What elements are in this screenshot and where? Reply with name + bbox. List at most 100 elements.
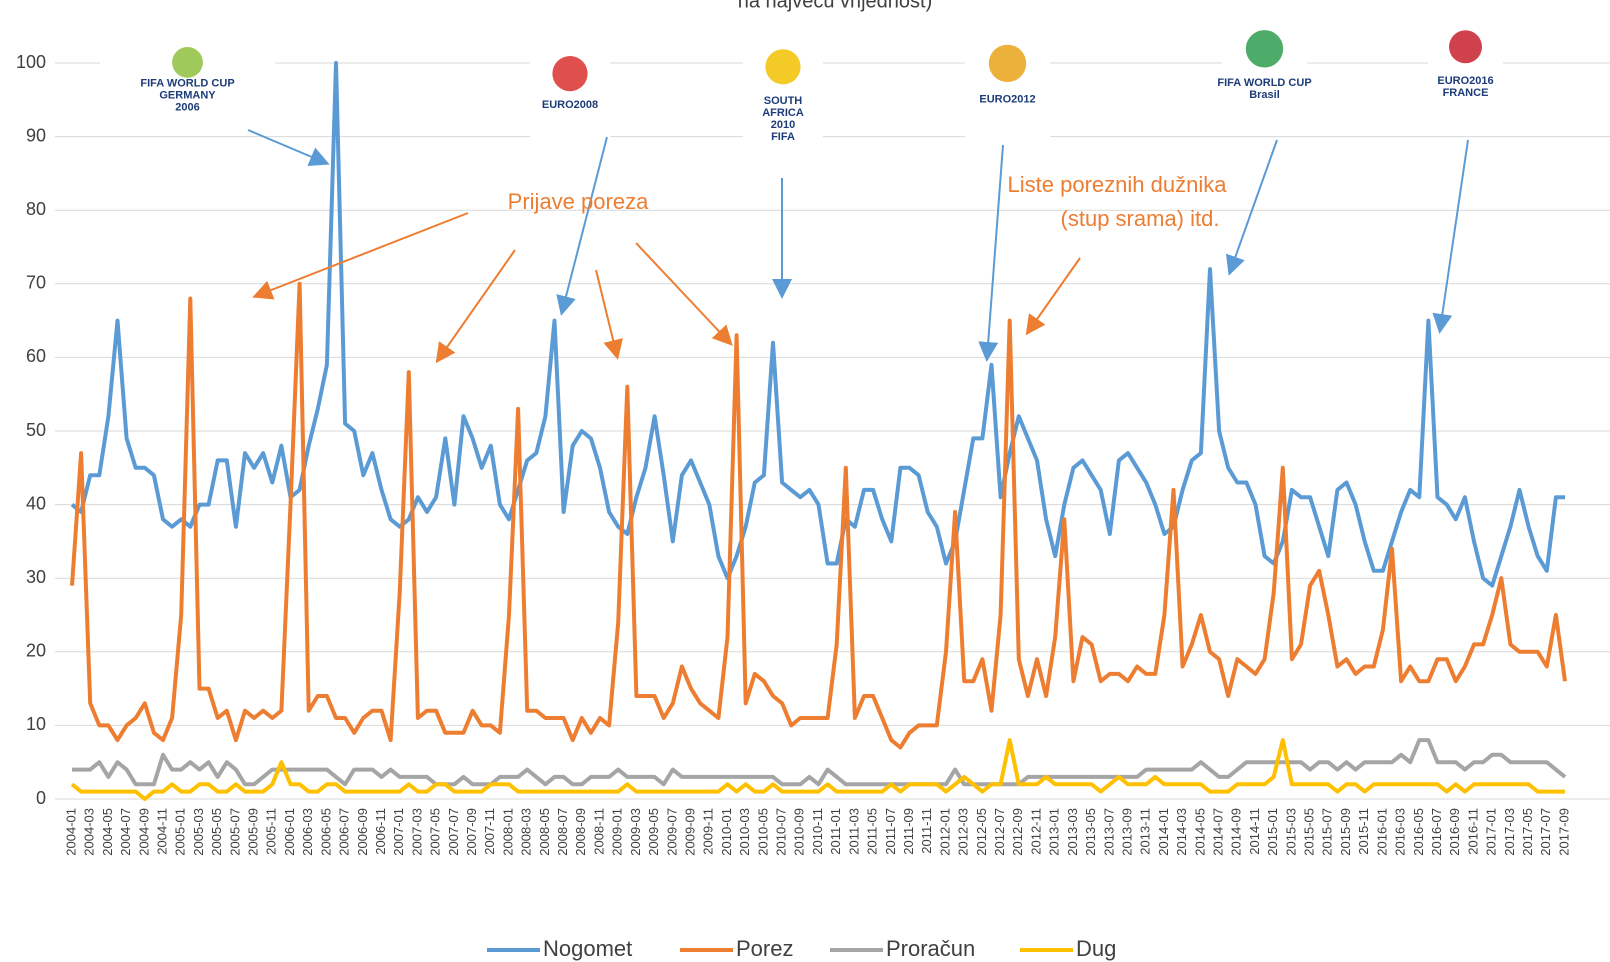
arrow <box>1025 257 1081 336</box>
x-tick-label: 2010-07 <box>774 808 789 856</box>
x-tick-label: 2014-01 <box>1156 808 1171 856</box>
x-tick-label: 2006-07 <box>337 808 352 856</box>
y-tick-label: 50 <box>26 420 46 440</box>
x-tick-label: 2004-07 <box>118 808 133 856</box>
x-tick-label: 2007-09 <box>464 808 479 856</box>
y-tick-label: 40 <box>26 493 46 513</box>
x-tick-label: 2005-03 <box>191 808 206 856</box>
x-tick-label: 2010-01 <box>719 808 734 856</box>
x-tick-label: 2010-09 <box>792 808 807 856</box>
x-tick-label: 2007-05 <box>428 808 443 856</box>
x-tick-label: 2017-03 <box>1502 808 1517 856</box>
x-tick-label: 2015-09 <box>1338 808 1353 856</box>
logo-text: FIFA <box>771 131 795 143</box>
x-tick-label: 2008-01 <box>500 808 515 856</box>
logo-text: FIFA WORLD CUP <box>1217 77 1311 89</box>
logo-text: EURO2012 <box>979 93 1035 105</box>
x-tick-label: 2014-07 <box>1210 808 1225 856</box>
x-tick-label: 2007-07 <box>446 808 461 856</box>
x-tick-label: 2006-09 <box>355 808 370 856</box>
arrow <box>978 144 1004 362</box>
x-tick-label: 2014-05 <box>1192 808 1207 856</box>
logo-emblem <box>1449 30 1482 64</box>
x-tick-label: 2010-11 <box>810 808 825 855</box>
annotation: (stup srama) itd. <box>1061 206 1220 231</box>
x-tick-label: 2016-11 <box>1465 808 1480 855</box>
x-tick-label: 2007-03 <box>409 808 424 856</box>
x-tick-label: 2013-07 <box>1101 808 1116 856</box>
logo-text: FIFA WORLD CUP <box>140 77 234 89</box>
x-tick-label: 2007-01 <box>391 808 406 856</box>
x-tick-label: 2014-11 <box>1247 808 1262 855</box>
chart-title: na najveću vrijednost) <box>738 0 933 12</box>
x-tick-label: 2010-05 <box>755 808 770 856</box>
x-tick-label: 2004-09 <box>136 808 151 856</box>
logo-background <box>965 25 1050 145</box>
x-tick-label: 2004-11 <box>154 808 169 855</box>
x-tick-label: 2015-11 <box>1356 808 1371 855</box>
y-tick-label: 10 <box>26 714 46 734</box>
x-tick-label: 2009-05 <box>646 808 661 856</box>
x-tick-label: 2012-05 <box>974 808 989 856</box>
arrow <box>252 212 469 300</box>
y-tick-label: 70 <box>26 273 46 293</box>
logo-emblem <box>552 56 588 92</box>
x-tick-label: 2013-09 <box>1119 808 1134 856</box>
logo-text: GERMANY <box>159 89 216 101</box>
x-tick-label: 2008-11 <box>591 808 606 855</box>
y-tick-label: 80 <box>26 199 46 219</box>
x-tick-label: 2004-05 <box>100 808 115 856</box>
x-tick-label: 2004-01 <box>63 808 78 856</box>
logo-text: 2006 <box>175 101 199 113</box>
x-tick-label: 2011-11 <box>919 808 934 854</box>
y-tick-label: 100 <box>16 52 46 72</box>
x-tick-label: 2005-09 <box>246 808 261 856</box>
x-tick-label: 2005-05 <box>209 808 224 856</box>
logo-emblem <box>765 49 801 85</box>
logo-emblem <box>988 44 1027 83</box>
x-tick-label: 2017-09 <box>1556 808 1571 856</box>
y-tick-label: 60 <box>26 346 46 366</box>
x-tick-label: 2013-03 <box>1065 808 1080 856</box>
x-tick-label: 2013-11 <box>1138 808 1153 855</box>
x-tick-label: 2011-09 <box>901 808 916 855</box>
x-tick-label: 2006-01 <box>282 808 297 856</box>
arrow <box>247 129 330 166</box>
x-tick-label: 2015-01 <box>1265 808 1280 856</box>
lines <box>70 61 1567 801</box>
logo-text: EURO2016 <box>1437 75 1493 87</box>
x-tick-label: 2009-11 <box>701 808 716 855</box>
x-tick-label: 2011-05 <box>865 808 880 855</box>
logo-background <box>1222 12 1307 127</box>
logo-text: 2010 <box>771 119 795 131</box>
logo-emblem <box>172 47 203 78</box>
x-tick-label: 2011-03 <box>846 808 861 855</box>
x-tick-label: 2005-07 <box>227 808 242 856</box>
x-tick-label: 2007-11 <box>482 808 497 855</box>
x-tick-label: 2004-03 <box>82 808 97 856</box>
legend-label: Nogomet <box>543 936 632 961</box>
x-tick-label: 2012-11 <box>1028 808 1043 855</box>
y-tick-label: 30 <box>26 567 46 587</box>
logo-text: SOUTH <box>764 95 803 107</box>
x-tick-label: 2016-09 <box>1447 808 1462 856</box>
x-tick-label: 2017-07 <box>1538 808 1553 856</box>
y-tick-label: 90 <box>26 125 46 145</box>
arrow <box>595 269 623 360</box>
arrow <box>1432 139 1469 334</box>
annotation: Liste poreznih dužnika <box>1008 172 1228 197</box>
x-tick-label: 2015-07 <box>1320 808 1335 856</box>
x-tick-label: 2009-03 <box>628 808 643 856</box>
arrow <box>556 136 608 316</box>
x-tick-label: 2013-05 <box>1083 808 1098 856</box>
x-tick-label: 2012-07 <box>992 808 1007 856</box>
x-tick-label: 2014-03 <box>1174 808 1189 856</box>
logo-background <box>1428 10 1503 125</box>
logo-text: EURO2008 <box>542 99 598 111</box>
x-tick-label: 2012-01 <box>937 808 952 856</box>
x-tick-label: 2009-07 <box>664 808 679 856</box>
series-line <box>72 738 1567 787</box>
